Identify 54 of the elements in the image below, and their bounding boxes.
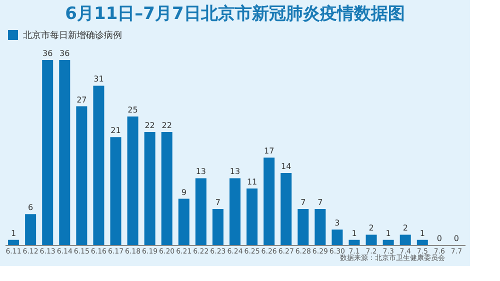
chart-title: 6月11日–7月7日北京市新冠肺炎疫情数据图 bbox=[65, 4, 405, 24]
bar bbox=[42, 60, 54, 245]
data-label: 13 bbox=[196, 167, 206, 176]
data-label: 7 bbox=[318, 198, 323, 208]
bar bbox=[93, 86, 104, 245]
bar bbox=[416, 240, 428, 245]
bar bbox=[366, 234, 377, 245]
data-label: 22 bbox=[162, 120, 172, 130]
legend-label: 北京市每日新增确诊病例 bbox=[23, 30, 122, 41]
data-label: 2 bbox=[402, 224, 408, 233]
data-label: 6 bbox=[28, 203, 34, 212]
data-label: 36 bbox=[42, 49, 53, 58]
data-label: 1 bbox=[420, 228, 425, 238]
bar bbox=[161, 132, 172, 245]
bar bbox=[400, 234, 411, 245]
data-label: 3 bbox=[334, 218, 340, 228]
data-label: 17 bbox=[264, 146, 274, 156]
bar bbox=[230, 178, 240, 245]
bar bbox=[25, 214, 36, 245]
bar bbox=[110, 137, 122, 245]
bar bbox=[195, 178, 206, 245]
bar bbox=[280, 173, 292, 245]
bar bbox=[127, 116, 138, 245]
bar bbox=[348, 240, 360, 245]
bar bbox=[246, 188, 258, 245]
data-label: 1 bbox=[386, 228, 391, 238]
bar bbox=[212, 209, 224, 245]
data-label: 36 bbox=[60, 49, 70, 58]
data-label: 11 bbox=[246, 177, 258, 186]
bar bbox=[8, 240, 20, 245]
data-label: 13 bbox=[230, 167, 240, 176]
bar bbox=[144, 132, 156, 245]
data-label: 21 bbox=[110, 126, 121, 136]
bar bbox=[298, 209, 309, 245]
data-label: 2 bbox=[368, 224, 374, 233]
data-label: 1 bbox=[352, 228, 357, 238]
data-label: 27 bbox=[76, 95, 87, 104]
data-label: 31 bbox=[94, 74, 104, 84]
bar bbox=[59, 60, 70, 245]
data-label: 0 bbox=[454, 234, 460, 243]
bar bbox=[314, 209, 326, 245]
data-label: 14 bbox=[281, 162, 292, 172]
data-label: 7 bbox=[300, 198, 306, 208]
data-label: 0 bbox=[436, 234, 442, 243]
data-label: 7 bbox=[215, 198, 221, 208]
bar bbox=[382, 240, 394, 245]
bar bbox=[332, 230, 343, 245]
bar bbox=[76, 106, 88, 245]
data-label: 9 bbox=[181, 188, 186, 197]
data-label: 22 bbox=[144, 120, 155, 130]
data-label: 25 bbox=[128, 106, 138, 115]
bar bbox=[178, 198, 190, 245]
data-label: 1 bbox=[10, 228, 16, 238]
bar bbox=[264, 158, 275, 245]
